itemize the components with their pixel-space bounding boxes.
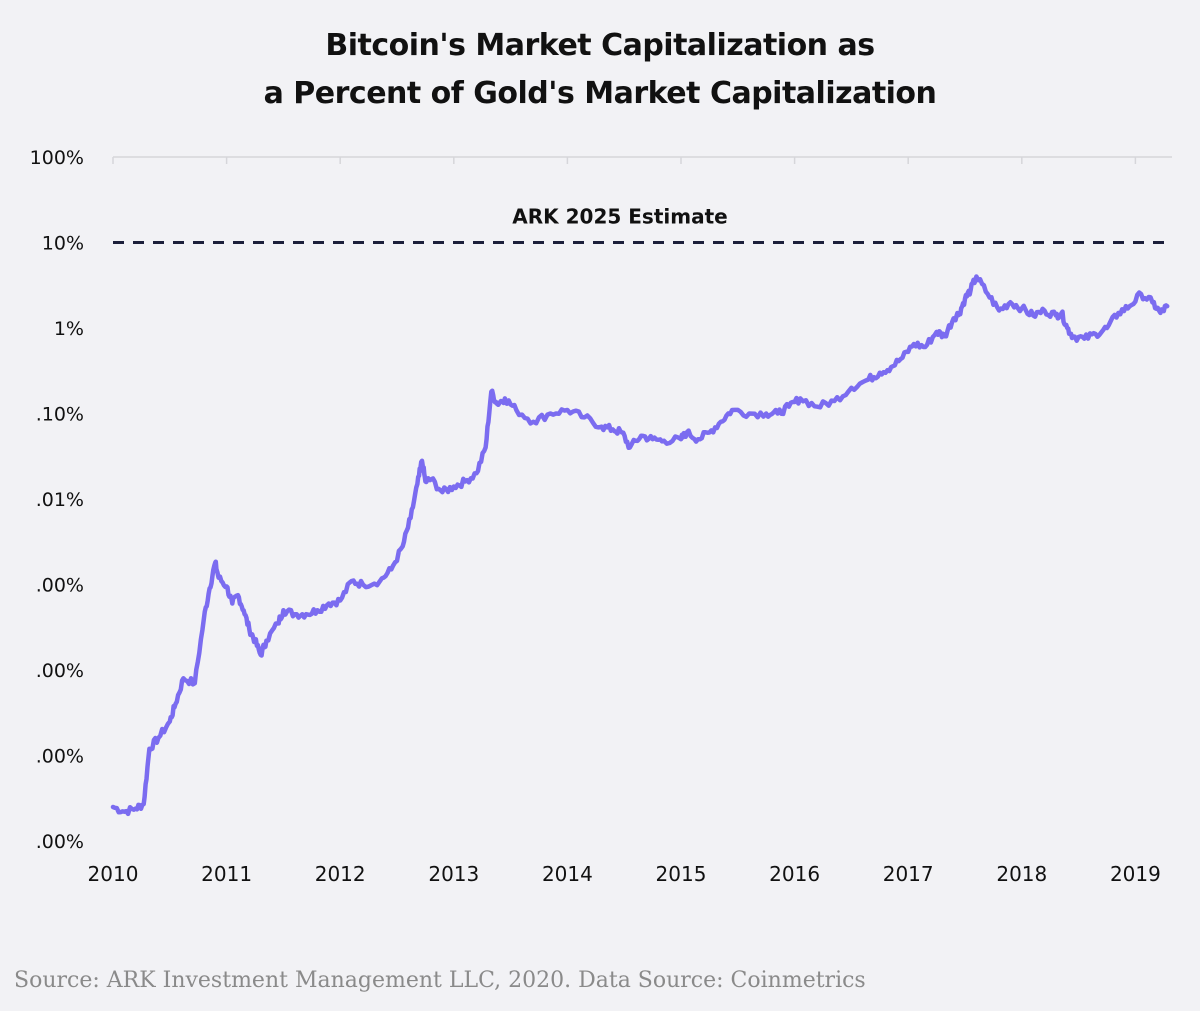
series-line-group	[110, 274, 1170, 817]
chart-title-line-1: Bitcoin's Market Capitalization as	[325, 28, 875, 63]
reference-line-group: ARK 2025 Estimate	[113, 205, 1166, 244]
series-line	[110, 274, 1170, 817]
x-tick-label: 2014	[542, 862, 593, 886]
y-tick-label: .00%	[36, 660, 84, 682]
x-tick-label: 2016	[769, 862, 820, 886]
y-tick-label: 100%	[30, 147, 84, 169]
x-tick-label: 2010	[88, 862, 139, 886]
chart-title-line-2: a Percent of Gold's Market Capitalizatio…	[263, 76, 937, 111]
reference-line-label: ARK 2025 Estimate	[512, 205, 727, 229]
source-note: Source: ARK Investment Management LLC, 2…	[14, 968, 866, 993]
y-tick-label: .01%	[36, 489, 84, 511]
x-tick-label: 2011	[201, 862, 252, 886]
x-tick-label: 2018	[996, 862, 1047, 886]
y-tick-label: 10%	[42, 233, 84, 255]
x-tick-label: 2012	[315, 862, 366, 886]
y-tick-label: .10%	[36, 404, 84, 426]
x-axis	[112, 156, 1172, 164]
y-tick-label: 1%	[54, 318, 84, 340]
y-tick-label: .00%	[36, 831, 84, 853]
x-tick-label: 2017	[883, 862, 934, 886]
x-tick-label: 2015	[656, 862, 707, 886]
tick-labels: 2010 2011 2012 2013 2014 2015 2016 2017 2018 2019…	[30, 147, 1161, 886]
x-tick-label: 2019	[1110, 862, 1161, 886]
x-tick-label: 2013	[428, 862, 479, 886]
y-tick-label: .00%	[36, 746, 84, 768]
y-tick-label: .00%	[36, 575, 84, 597]
